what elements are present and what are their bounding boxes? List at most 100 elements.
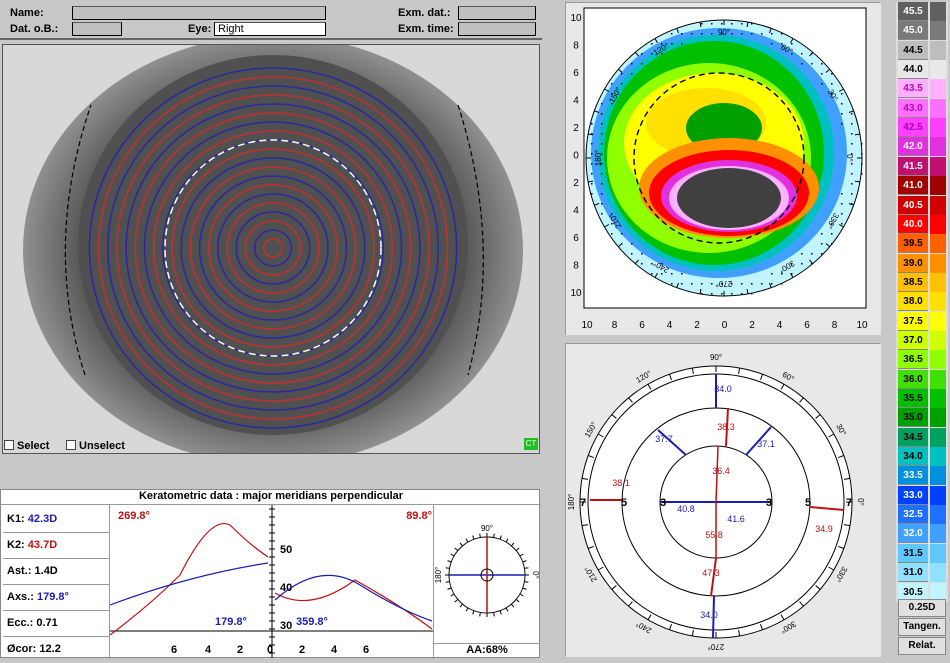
graph-curve-red (274, 579, 433, 630)
mini-dial-label: 0° (531, 571, 540, 579)
topo-angle-label: 180° (594, 150, 603, 167)
scale-swatch (930, 253, 946, 273)
meridian-value-blue: 34.0 (714, 384, 732, 394)
dob-field[interactable] (72, 22, 122, 36)
eye-image-panel[interactable] (2, 44, 540, 454)
topo-angle-label: 0° (845, 154, 854, 162)
topo-x-tick: 0 (722, 320, 728, 331)
scale-level: 33.0 (898, 485, 928, 505)
scale-level: 45.0 (898, 21, 928, 41)
ring-label: 3 (660, 497, 666, 509)
topography-map-panel[interactable]: 90° 60° 30° 0° 330° 300° 270° 240° 210° 180° 150° 1… (565, 2, 881, 335)
placido-eye-image (3, 45, 539, 453)
scale-swatch (930, 79, 946, 99)
eye-field[interactable]: Right (214, 22, 326, 36)
scale-level: 33.5 (898, 466, 928, 486)
scale-swatch (930, 582, 946, 602)
scale-swatch (930, 408, 946, 428)
topo-y-tick: 10 (570, 13, 582, 24)
ring-label: 5 (621, 497, 627, 509)
meridian-value-red: 55.8 (705, 530, 723, 540)
graph-x-tick: 6 (171, 644, 177, 656)
axs-label: Axs.: (7, 591, 34, 603)
exam-date-field[interactable] (458, 6, 536, 20)
dob-label: Dat. o.B.: (10, 23, 59, 35)
scale-swatch (930, 118, 946, 138)
topo-x-tick: 8 (832, 320, 838, 331)
ring-label: 3 (766, 497, 772, 509)
scale-swatch (930, 292, 946, 312)
meridian-value-red: 38.3 (717, 422, 735, 432)
topo-angle-label: 90° (718, 28, 730, 37)
k2-row: K2: 43.7D (3, 533, 109, 559)
scale-swatch (930, 137, 946, 157)
scale-swatch (930, 485, 946, 505)
keratometric-title: Keratometric data : major meridians perp… (1, 490, 541, 505)
graph-curve-blue (274, 574, 433, 622)
cor-row: Øcor: 12.2 (3, 637, 109, 663)
scale-level: 34.5 (898, 427, 928, 447)
scale-level: 39.0 (898, 253, 928, 273)
graph-x-tick: 2 (299, 644, 305, 656)
ecc-label: Ecc.: (7, 617, 34, 629)
name-field[interactable] (72, 6, 326, 20)
graph-x-tick: 2 (237, 644, 243, 656)
scale-level: 37.0 (898, 330, 928, 350)
select-label: Select (17, 440, 50, 452)
scale-swatch (930, 272, 946, 292)
topo-x-tick: 8 (612, 320, 618, 331)
graph-label-bottom-right: 359.8° (296, 616, 328, 628)
exam-time-label: Exm. time: (398, 23, 454, 35)
tangential-button[interactable]: Tangen. (898, 618, 946, 636)
meridian-angle-label: 180° (567, 494, 576, 511)
exam-time-field[interactable] (458, 22, 536, 36)
scale-level: 31.0 (898, 563, 928, 583)
topo-x-tick: 10 (581, 320, 593, 331)
select-checkbox[interactable]: Select (4, 440, 49, 452)
scale-swatch (930, 350, 946, 370)
mini-axis-dial: 90° 0° 180° (434, 524, 540, 617)
topo-x-tick: 2 (749, 320, 755, 331)
ecc-row: Ecc.: 0.71 (3, 611, 109, 637)
graph-y-tick: 30 (280, 620, 292, 632)
scale-level: 44.0 (898, 60, 928, 80)
topo-y-tick: 10 (570, 288, 582, 299)
scale-level: 42.5 (898, 118, 928, 138)
k1-row: K1: 42.3D (3, 507, 109, 533)
graph-curve-blue (110, 562, 269, 606)
meridian-map-panel[interactable]: 90° 60° 30° 0° 330° 300° 270° 240° 210° 180° 150° 1… (565, 343, 881, 657)
scale-level: 32.0 (898, 524, 928, 544)
graph-label-bottom-left: 179.8° (215, 616, 247, 628)
k2-label: K2: (7, 539, 25, 551)
scale-swatch (930, 176, 946, 196)
axs-value: 179.8° (36, 591, 69, 603)
graph-x-tick: 6 (363, 644, 369, 656)
scale-swatch (930, 389, 946, 408)
scale-level: 43.5 (898, 79, 928, 99)
topo-y-tick: 4 (573, 206, 579, 217)
meridian-value-blue: 37.7 (655, 434, 673, 444)
meridian-map: 90°60°30°0°330°300°270°240°210°180°150°1… (566, 344, 881, 657)
axs-row: Axs.: 179.8° (3, 585, 109, 611)
step-button[interactable]: 0.25D (898, 599, 946, 617)
meridian-angle-label: 0° (856, 498, 865, 506)
scale-level: 43.0 (898, 98, 928, 118)
topo-y-tick: 6 (573, 68, 579, 79)
unselect-label: Unselect (79, 440, 125, 452)
relative-button[interactable]: Relat. (898, 637, 946, 655)
topo-x-tick: 4 (667, 320, 673, 331)
cor-label: Øcor: (7, 643, 37, 655)
k1-label: K1: (7, 513, 25, 525)
keratometric-graph: 269.8° 89.8° 179.8° 359.8° 50 40 30 6 4 2 0 2 4 6 (110, 505, 433, 658)
ring-label: 7 (846, 497, 852, 509)
graph-y-tick: 40 (280, 582, 292, 594)
scale-swatch (930, 21, 946, 41)
topo-y-tick: 2 (573, 123, 579, 134)
scale-swatch (930, 466, 946, 486)
scale-level: 40.5 (898, 195, 928, 215)
color-scale: 45.5 45.0 44.5 44.0 43.5 43.0 42.5 42.0 41.5 41.0… (896, 2, 948, 602)
unselect-checkbox[interactable]: Unselect (66, 440, 125, 452)
ring-label: 5 (805, 497, 811, 509)
scale-level: 41.5 (898, 156, 928, 176)
scale-level: 34.0 (898, 447, 928, 467)
